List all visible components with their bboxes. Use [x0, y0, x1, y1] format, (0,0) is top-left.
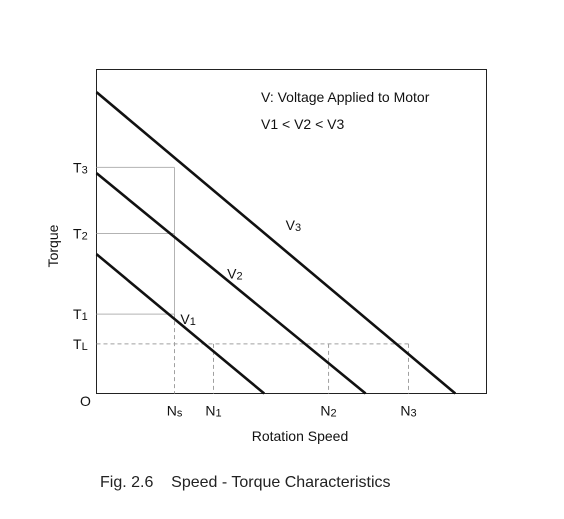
x-tick-n3: N3 — [400, 403, 416, 420]
series-label-v1: V1 — [180, 311, 195, 328]
series-label-v3: V3 — [286, 217, 301, 234]
annotation-voltage-note: V: Voltage Applied to Motor — [261, 89, 430, 105]
x-axis-label: Rotation Speed — [252, 428, 349, 444]
y-tick-t2: T2 — [73, 225, 88, 242]
series-line-v2 — [95, 172, 367, 395]
origin-label: O — [80, 393, 91, 409]
annotation-voltage-order: V1 < V2 < V3 — [261, 116, 344, 132]
plot-frame — [96, 69, 487, 394]
x-tick-n1: N1 — [205, 403, 221, 420]
x-tick-ns: Ns — [167, 403, 183, 420]
series-line-v1 — [95, 253, 266, 395]
y-axis-label: Torque — [45, 224, 61, 267]
series-line-v3 — [95, 91, 457, 395]
series-label-v2: V2 — [227, 265, 242, 282]
y-tick-t1: T1 — [73, 306, 88, 323]
guide-lines — [96, 166, 409, 394]
y-tick-tl: TL — [73, 336, 88, 353]
series-lines — [95, 91, 457, 395]
x-tick-n2: N2 — [320, 403, 336, 420]
figure-caption: Fig. 2.6 Speed - Torque Characteristics — [100, 474, 391, 491]
tick-labels: T3 T2 T1 TL Ns N1 N2 N3 — [73, 159, 417, 419]
series-labels: V1 V2 V3 — [180, 217, 301, 328]
y-tick-t3: T3 — [73, 159, 88, 176]
